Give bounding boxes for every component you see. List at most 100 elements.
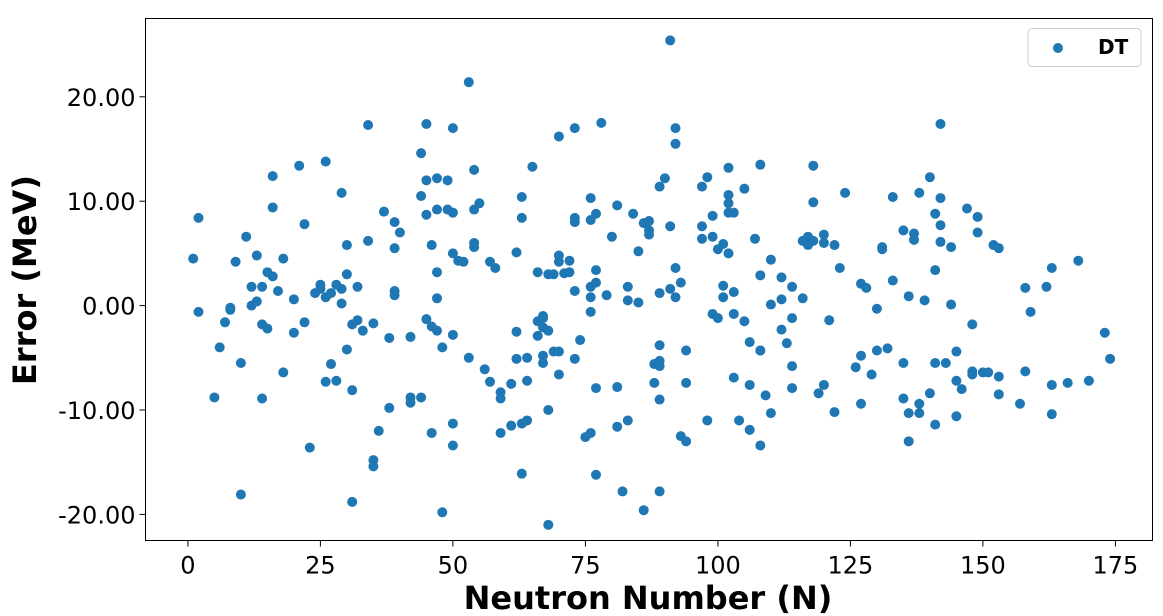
data-point <box>760 390 771 401</box>
data-point <box>601 290 612 301</box>
data-point <box>564 255 575 266</box>
data-point <box>405 397 416 408</box>
data-point <box>829 407 840 418</box>
data-point <box>553 346 564 357</box>
data-point <box>718 280 729 291</box>
data-point <box>506 420 517 431</box>
data-point <box>877 244 888 255</box>
data-point <box>389 217 400 228</box>
data-point <box>665 221 676 232</box>
data-point <box>818 379 829 390</box>
data-point <box>712 313 723 324</box>
data-point <box>463 352 474 363</box>
data-point <box>1105 353 1116 364</box>
data-point <box>728 372 739 383</box>
data-point <box>776 272 787 283</box>
data-point <box>946 299 957 310</box>
data-point <box>1020 282 1031 293</box>
data-point <box>850 362 861 373</box>
data-point <box>670 138 681 149</box>
x-tick-label: 150 <box>960 552 1006 580</box>
data-point <box>744 337 755 348</box>
data-point <box>654 486 665 497</box>
legend-label-dt: DT <box>1098 35 1129 59</box>
x-tick-label: 125 <box>827 552 873 580</box>
data-point <box>707 231 718 242</box>
data-point <box>304 442 315 453</box>
data-point <box>670 123 681 134</box>
data-point <box>871 345 882 356</box>
data-point <box>903 436 914 447</box>
data-point <box>718 292 729 303</box>
data-point <box>861 282 872 293</box>
data-point <box>326 288 336 299</box>
x-tick-label: 25 <box>305 552 336 580</box>
data-point <box>538 358 548 369</box>
data-point <box>840 187 851 198</box>
data-point <box>644 229 654 240</box>
data-point <box>357 325 368 336</box>
data-point <box>718 239 729 249</box>
data-point <box>437 507 448 518</box>
data-point <box>670 292 681 303</box>
data-point <box>416 392 427 403</box>
data-point <box>898 393 909 404</box>
x-tick-label: 100 <box>695 552 741 580</box>
data-point <box>516 192 527 203</box>
legend-box <box>1027 28 1142 67</box>
data-point <box>781 338 792 349</box>
data-point <box>776 324 787 335</box>
data-point <box>209 392 220 403</box>
data-point <box>432 267 442 278</box>
data-point <box>670 263 681 274</box>
data-point <box>654 394 665 405</box>
data-point <box>871 303 882 314</box>
data-point <box>983 367 994 378</box>
data-point <box>750 233 760 244</box>
data-point <box>278 253 289 264</box>
data-point <box>967 369 978 380</box>
data-point <box>336 298 347 309</box>
data-point <box>1041 281 1052 292</box>
data-point <box>416 148 427 159</box>
data-point <box>946 242 957 253</box>
data-point <box>288 294 299 305</box>
data-point <box>962 203 972 214</box>
data-point <box>622 281 633 292</box>
data-point <box>829 240 840 251</box>
data-point <box>723 248 734 259</box>
data-point <box>612 200 623 211</box>
data-point <box>432 325 442 336</box>
data-point <box>723 189 734 200</box>
data-point <box>622 295 633 306</box>
data-point <box>262 323 273 334</box>
data-point <box>416 190 427 201</box>
data-point <box>474 198 485 209</box>
data-point <box>776 294 787 305</box>
data-point <box>681 377 692 388</box>
data-point <box>1062 377 1073 388</box>
data-point <box>887 192 898 203</box>
y-tick-label: -10.00 <box>58 397 135 425</box>
data-point <box>447 123 458 134</box>
data-point <box>787 313 798 324</box>
data-point <box>612 421 623 432</box>
data-point <box>903 291 914 302</box>
data-point <box>787 361 798 372</box>
data-point <box>818 237 829 248</box>
data-point <box>447 207 458 218</box>
data-point <box>188 253 199 264</box>
data-point <box>681 345 692 356</box>
data-point <box>591 265 601 276</box>
data-point <box>469 237 480 248</box>
data-point <box>527 161 538 172</box>
data-point <box>617 486 628 497</box>
data-point <box>320 156 331 167</box>
data-point <box>1015 398 1025 409</box>
data-point <box>675 277 686 288</box>
data-point <box>235 358 246 369</box>
data-point <box>235 489 246 500</box>
data-point <box>421 175 432 186</box>
data-point <box>363 119 374 130</box>
